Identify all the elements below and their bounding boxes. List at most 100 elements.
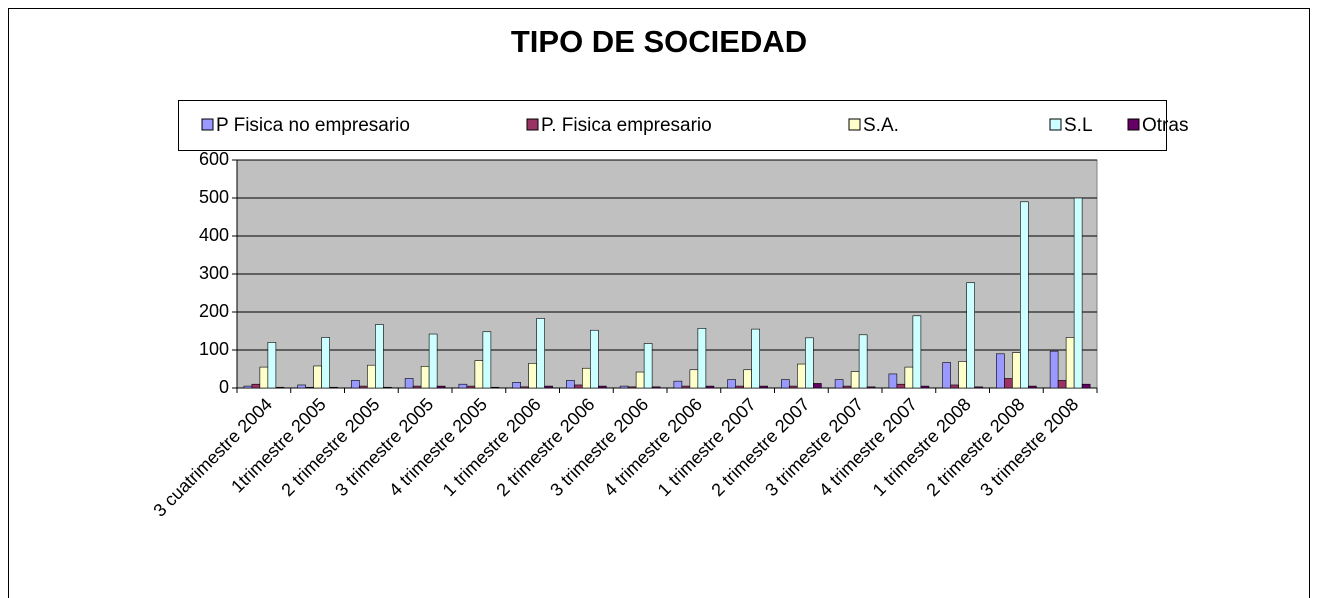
bar: [673, 380, 683, 389]
legend-box: [178, 100, 1167, 151]
bar: [751, 328, 760, 389]
bar: [313, 365, 322, 389]
bar: [1028, 385, 1037, 389]
legend-label: S.L: [1064, 115, 1093, 136]
bar: [474, 360, 484, 389]
bar: [689, 369, 699, 389]
bar: [412, 385, 422, 389]
legend-label: P. Fisica empresario: [541, 115, 712, 136]
bar: [359, 385, 368, 389]
legend-label: S.A.: [863, 115, 899, 136]
bar: [404, 378, 414, 389]
bar: [512, 381, 521, 389]
bar: [974, 386, 983, 389]
bar: [329, 386, 338, 389]
bar: [789, 385, 798, 389]
bar: [781, 379, 790, 389]
bar: [759, 385, 768, 389]
bar: [966, 282, 975, 389]
bar: [420, 366, 430, 389]
bar: [1057, 380, 1067, 389]
bar: [536, 318, 545, 389]
bar: [743, 369, 752, 389]
bar: [297, 384, 306, 389]
legend-label: Otras: [1142, 115, 1188, 136]
bar: [904, 366, 914, 389]
bar: [466, 385, 476, 389]
bar: [834, 379, 844, 389]
bar: [428, 333, 438, 389]
bar: [681, 385, 691, 389]
bar: [912, 315, 922, 389]
y-tick-label: 300: [199, 263, 229, 283]
bar: [436, 385, 446, 389]
legend-swatch: [526, 118, 539, 131]
bar: [305, 386, 314, 389]
y-tick-label: 0: [219, 377, 229, 397]
bar: [251, 383, 261, 389]
bar: [574, 384, 583, 389]
bar: [351, 380, 360, 389]
bar: [627, 386, 637, 389]
bar: [1081, 383, 1091, 389]
y-tick-label: 600: [199, 149, 229, 169]
bar: [1049, 350, 1059, 389]
legend-swatch: [848, 118, 861, 131]
bar: [544, 385, 553, 389]
bar: [735, 385, 744, 389]
bar: [1012, 352, 1021, 389]
legend-swatch: [1049, 118, 1062, 131]
legend-swatch: [1127, 118, 1140, 131]
bar: [528, 362, 537, 389]
bar: [267, 342, 277, 389]
legend-label: P Fisica no empresario: [216, 115, 410, 136]
y-tick-label: 100: [199, 339, 229, 359]
legend-swatch: [201, 118, 214, 131]
bar: [590, 329, 599, 389]
bar: [1065, 337, 1075, 389]
bar: [697, 328, 707, 389]
bar: [850, 371, 860, 389]
bar: [651, 386, 661, 389]
bar: [866, 386, 876, 389]
bar: [1020, 201, 1029, 389]
bar: [259, 366, 269, 389]
bar: [490, 386, 500, 389]
bar: [635, 371, 645, 389]
bar: [582, 367, 591, 389]
bar: [1004, 378, 1013, 389]
bar: [367, 364, 376, 389]
bar: [566, 380, 575, 389]
bar: [619, 385, 629, 389]
bar: [458, 383, 468, 389]
bar: [321, 337, 330, 389]
bar: [950, 384, 959, 389]
bar: [520, 386, 529, 389]
bar: [896, 383, 906, 389]
bar: [920, 385, 930, 389]
y-tick-label: 200: [199, 301, 229, 321]
bar: [1073, 197, 1083, 389]
bar: [805, 337, 814, 389]
bar: [705, 385, 715, 389]
bar: [797, 363, 806, 389]
bar: [598, 385, 607, 389]
bar: [727, 379, 736, 389]
bar: [942, 362, 951, 389]
y-tick-label: 400: [199, 225, 229, 245]
bar: [958, 361, 967, 389]
y-tick-label: 500: [199, 187, 229, 207]
bar: [383, 386, 392, 389]
bar: [375, 324, 384, 389]
bar: [482, 331, 492, 389]
bar: [858, 334, 868, 389]
bar: [275, 386, 285, 389]
chart-title: TIPO DE SOCIEDAD: [511, 24, 807, 59]
bar: [813, 383, 822, 389]
bar: [243, 385, 253, 389]
bar: [842, 385, 852, 389]
bar: [996, 353, 1005, 389]
bar: [888, 373, 898, 389]
bar: [643, 343, 653, 389]
